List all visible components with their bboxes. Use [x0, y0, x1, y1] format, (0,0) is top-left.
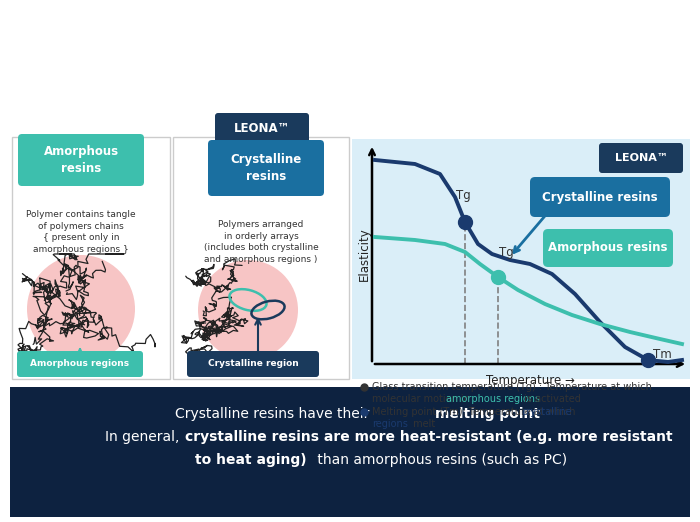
Text: amorphous regions: amorphous regions: [446, 394, 540, 404]
Text: In general,: In general,: [105, 430, 183, 444]
Text: Crystalline region: Crystalline region: [208, 360, 298, 369]
Text: Crystalline resins: Crystalline resins: [542, 191, 658, 204]
Circle shape: [198, 260, 298, 360]
FancyBboxPatch shape: [530, 177, 670, 217]
Bar: [352, 139, 690, 379]
Text: Tg: Tg: [498, 246, 513, 259]
Text: Elasticity: Elasticity: [358, 227, 370, 281]
Text: Glass transition temperature (Tg) : Temperature at which: Glass transition temperature (Tg) : Temp…: [372, 382, 652, 392]
Text: melting point: melting point: [435, 407, 540, 421]
FancyBboxPatch shape: [208, 140, 324, 196]
FancyBboxPatch shape: [187, 351, 319, 377]
FancyBboxPatch shape: [17, 351, 143, 377]
Bar: [173, 137, 349, 379]
Text: Amorphous regions: Amorphous regions: [30, 360, 130, 369]
Text: Polymer contains tangle
of polymers chains
{ present only in
amorphous regions }: Polymer contains tangle of polymers chai…: [26, 210, 136, 254]
Bar: [12, 137, 170, 379]
Text: regions: regions: [372, 419, 408, 429]
Text: to heat aging): to heat aging): [195, 453, 312, 467]
Text: Tm: Tm: [652, 349, 671, 362]
Text: LEONA™: LEONA™: [615, 153, 668, 163]
Text: than amorphous resins (such as PC): than amorphous resins (such as PC): [313, 453, 567, 467]
Text: melt: melt: [410, 419, 435, 429]
Circle shape: [27, 255, 135, 363]
FancyBboxPatch shape: [599, 143, 683, 173]
Text: Amorphous resins: Amorphous resins: [548, 242, 668, 255]
Text: is activated: is activated: [521, 394, 581, 404]
FancyBboxPatch shape: [215, 113, 309, 143]
FancyBboxPatch shape: [543, 229, 673, 267]
Bar: [10, 387, 690, 517]
Text: Tg: Tg: [456, 189, 470, 202]
FancyBboxPatch shape: [18, 134, 144, 186]
Text: Crystalline
resins: Crystalline resins: [230, 153, 302, 183]
Text: Crystalline resins have their: Crystalline resins have their: [175, 407, 374, 421]
Text: crystalline: crystalline: [522, 407, 573, 417]
Text: Amorphous
resins: Amorphous resins: [43, 146, 118, 174]
Text: Temperature →: Temperature →: [486, 374, 575, 387]
Text: LEONA™: LEONA™: [234, 122, 290, 135]
Text: crystalline resins are more heat-resistant (e.g. more resistant: crystalline resins are more heat-resista…: [185, 430, 673, 444]
Text: molecular motion in: molecular motion in: [372, 394, 473, 404]
Text: Melting point (Tm): Temperature at which: Melting point (Tm): Temperature at which: [372, 407, 579, 417]
Text: Polymers arranged
in orderly arrays
(includes both crystalline
and amorphous reg: Polymers arranged in orderly arrays (inc…: [204, 220, 318, 264]
